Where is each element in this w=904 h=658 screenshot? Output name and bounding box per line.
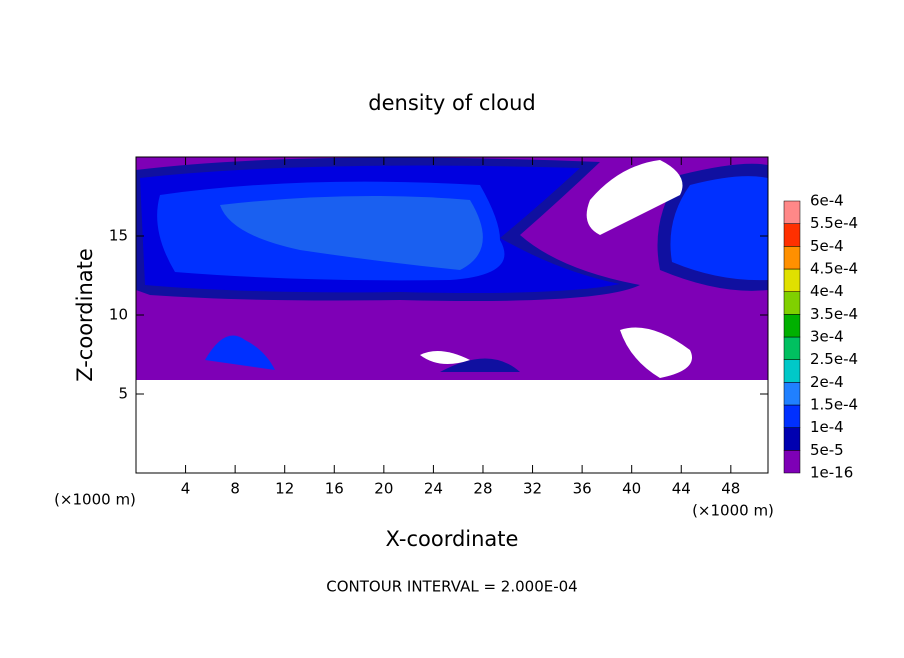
y-label: Z-coordinate [73,248,97,382]
contour-field [136,157,768,473]
colorbar-box [783,427,801,451]
x-tick-label: 24 [424,480,443,498]
x-tick-label: 28 [473,480,492,498]
x-unit: (×1000 m) [54,491,136,509]
x-tick-label: 20 [374,480,393,498]
field-light [220,196,483,270]
colorbar-box [783,382,801,406]
colorbar-box [783,404,801,428]
missing-region [586,160,683,235]
x-tick-label: 48 [721,480,740,498]
colorbar-label: 1e-16 [810,464,853,482]
x-label: X-coordinate [386,527,519,551]
colorbar-label: 4e-4 [810,282,844,300]
field-blob [440,358,520,372]
y-tick-label: 10 [109,306,128,324]
x-tick-label: 4 [181,480,191,498]
x-tick-label: 44 [672,480,691,498]
colorbar-box [783,223,801,247]
colorbar-label: 3e-4 [810,328,844,346]
colorbar-box [783,359,801,383]
colorbar-label: 2e-4 [810,373,844,391]
chart-title: density of cloud [368,91,535,115]
colorbar-label: 3.5e-4 [810,305,858,323]
colorbar-label: 1e-4 [810,418,844,436]
colorbar-box [783,291,801,315]
missing-region [620,327,692,378]
field-right [670,176,768,281]
colorbar-label: 1.5e-4 [810,396,858,414]
colorbar-box [783,200,801,224]
colorbar-label: 6e-4 [810,192,844,210]
colorbar-label: 4.5e-4 [810,260,858,278]
x-tick-label: 36 [573,480,592,498]
colorbar-label: 5e-4 [810,237,844,255]
field-blob [205,335,275,370]
colorbar-label: 5e-5 [810,441,844,459]
contour-interval: CONTOUR INTERVAL = 2.000E-04 [326,578,577,596]
y-tick-label: 5 [118,385,128,403]
field-empty [136,380,768,473]
colorbar-box [783,450,801,474]
x-tick-label: 16 [325,480,344,498]
colorbar-box [783,314,801,338]
colorbar-box [783,246,801,270]
x-tick-label: 8 [230,480,240,498]
colorbar-box [783,268,801,292]
y-tick-label: 15 [109,227,128,245]
colorbar-label: 2.5e-4 [810,350,858,368]
x-tick-label: 40 [622,480,641,498]
x-tick-label: 32 [523,480,542,498]
x-tick-label: 12 [275,480,294,498]
missing-region [420,351,470,364]
x-unit: (×1000 m) [692,502,774,520]
colorbar-box [783,336,801,360]
colorbar-label: 5.5e-4 [810,214,858,232]
